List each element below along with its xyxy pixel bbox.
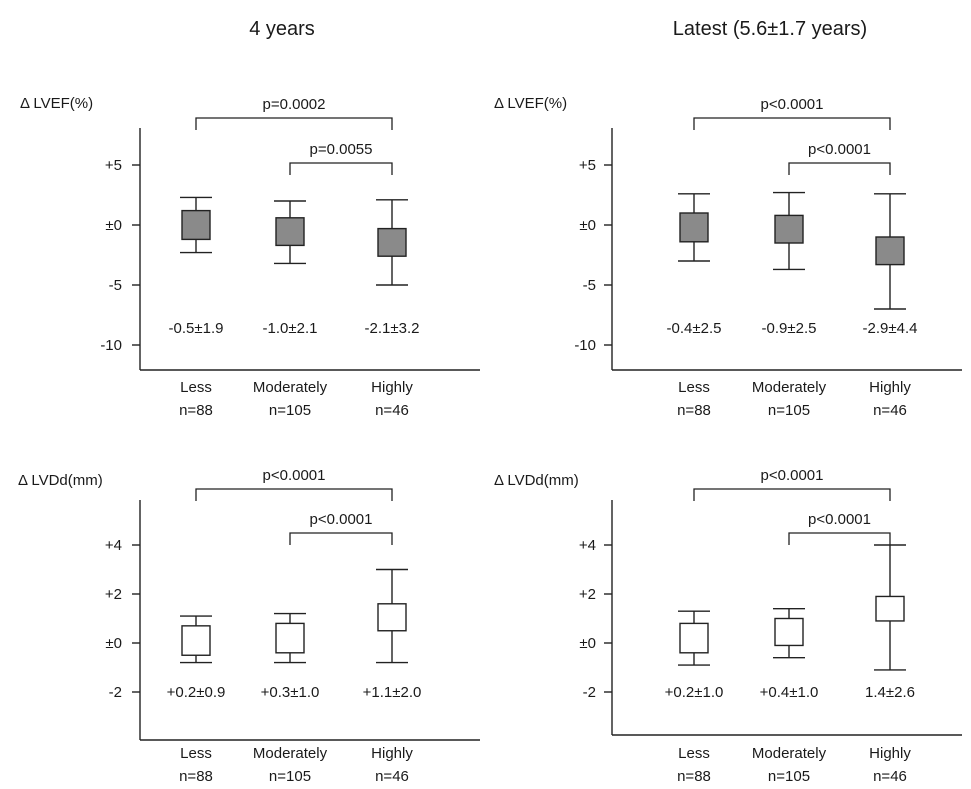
- category-label: Highly: [371, 379, 413, 396]
- box-moderately: [774, 617, 804, 647]
- y-tick-label: -2: [109, 684, 122, 701]
- box-highly: [377, 227, 407, 257]
- stat-label: -2.1±3.2: [365, 320, 420, 337]
- n-label: n=105: [768, 768, 810, 785]
- category-label: Moderately: [253, 745, 328, 762]
- significance-bracket: [289, 532, 393, 545]
- p-value-label: p<0.0001: [761, 467, 824, 484]
- category-label: Highly: [371, 745, 413, 762]
- stat-label: +0.3±1.0: [261, 684, 320, 701]
- category-label: Highly: [869, 745, 911, 762]
- p-value-label: p=0.0002: [263, 96, 326, 113]
- significance-bracket: [289, 162, 393, 175]
- box-highly: [875, 595, 905, 622]
- stat-label: -1.0±2.1: [263, 320, 318, 337]
- y-tick-label: -5: [109, 277, 122, 294]
- category-label: Less: [180, 745, 212, 762]
- stat-label: +0.2±1.0: [665, 684, 724, 701]
- significance-bracket: [693, 488, 891, 501]
- significance-bracket: [195, 117, 393, 130]
- y-tick-label: +4: [579, 537, 596, 554]
- category-label: Less: [678, 379, 710, 396]
- y-tick-label: +4: [105, 537, 122, 554]
- y-tick-label: -2: [583, 684, 596, 701]
- stat-label: -0.5±1.9: [169, 320, 224, 337]
- n-label: n=88: [179, 768, 213, 785]
- y-tick-label: -10: [574, 337, 596, 354]
- box-moderately: [275, 622, 305, 654]
- significance-bracket: [788, 162, 891, 175]
- significance-bracket: [195, 488, 393, 501]
- stat-label: -0.9±2.5: [762, 320, 817, 337]
- p-value-label: p<0.0001: [263, 467, 326, 484]
- n-label: n=105: [768, 402, 810, 419]
- y-tick-label: ±0: [579, 635, 596, 652]
- stat-label: 1.4±2.6: [865, 684, 915, 701]
- stat-label: -2.9±4.4: [863, 320, 918, 337]
- box-moderately: [275, 217, 305, 247]
- y-tick-label: ±0: [105, 635, 122, 652]
- n-label: n=46: [873, 402, 907, 419]
- n-label: n=105: [269, 768, 311, 785]
- y-axis-label: Δ LVEF(%): [20, 95, 93, 112]
- y-tick-label: +5: [105, 157, 122, 174]
- panel-latest-lvef: Latest (5.6±1.7 years) Δ LVEF(%) +5 ±0 -5 -10…: [494, 18, 962, 419]
- stat-label: +1.1±2.0: [363, 684, 422, 701]
- significance-bracket: [788, 532, 891, 545]
- category-label: Moderately: [752, 379, 827, 396]
- y-tick-label: -5: [583, 277, 596, 294]
- stat-label: -0.4±2.5: [667, 320, 722, 337]
- n-label: n=88: [677, 768, 711, 785]
- box-highly: [875, 236, 905, 266]
- y-axis-label: Δ LVEF(%): [494, 95, 567, 112]
- y-tick-label: +2: [579, 586, 596, 603]
- n-label: n=88: [179, 402, 213, 419]
- box-less: [679, 622, 709, 654]
- category-label: Less: [678, 745, 710, 762]
- stat-label: +0.4±1.0: [760, 684, 819, 701]
- y-tick-label: +2: [105, 586, 122, 603]
- y-tick-label: ±0: [579, 217, 596, 234]
- box-less: [679, 212, 709, 243]
- y-tick-label: +5: [579, 157, 596, 174]
- category-label: Less: [180, 379, 212, 396]
- p-value-label: p<0.0001: [761, 96, 824, 113]
- box-highly: [377, 603, 407, 632]
- category-label: Moderately: [752, 745, 827, 762]
- p-value-label: p<0.0001: [808, 511, 871, 528]
- category-label: Moderately: [253, 379, 328, 396]
- box-moderately: [774, 214, 804, 244]
- stat-label: +0.2±0.9: [167, 684, 226, 701]
- panel-4yr-lvef: 4 years Δ LVEF(%) +5 ±0 -5 -10 -0.5±1.9 Less n=8…: [20, 18, 480, 419]
- y-axis-label: Δ LVDd(mm): [494, 472, 579, 489]
- p-value-label: p<0.0001: [310, 511, 373, 528]
- category-label: Highly: [869, 379, 911, 396]
- panel-latest-lvdd: Δ LVDd(mm) +4 +2 ±0 -2 +0.2±1.0 Less n=88 +0.4±1…: [494, 467, 962, 785]
- y-tick-label: ±0: [105, 217, 122, 234]
- n-label: n=46: [375, 768, 409, 785]
- p-value-label: p<0.0001: [808, 141, 871, 158]
- box-less: [181, 625, 211, 656]
- n-label: n=46: [375, 402, 409, 419]
- y-tick-label: -10: [100, 337, 122, 354]
- box-less: [181, 209, 211, 241]
- column-title: 4 years: [249, 18, 315, 40]
- n-label: n=105: [269, 402, 311, 419]
- p-value-label: p=0.0055: [310, 141, 373, 158]
- column-title: Latest (5.6±1.7 years): [673, 18, 867, 40]
- panel-4yr-lvdd: Δ LVDd(mm) +4 +2 ±0 -2 +0.2±0.9 Less n=88 +0.3±1…: [18, 467, 480, 785]
- significance-bracket: [693, 117, 891, 130]
- n-label: n=46: [873, 768, 907, 785]
- n-label: n=88: [677, 402, 711, 419]
- y-axis-label: Δ LVDd(mm): [18, 472, 103, 489]
